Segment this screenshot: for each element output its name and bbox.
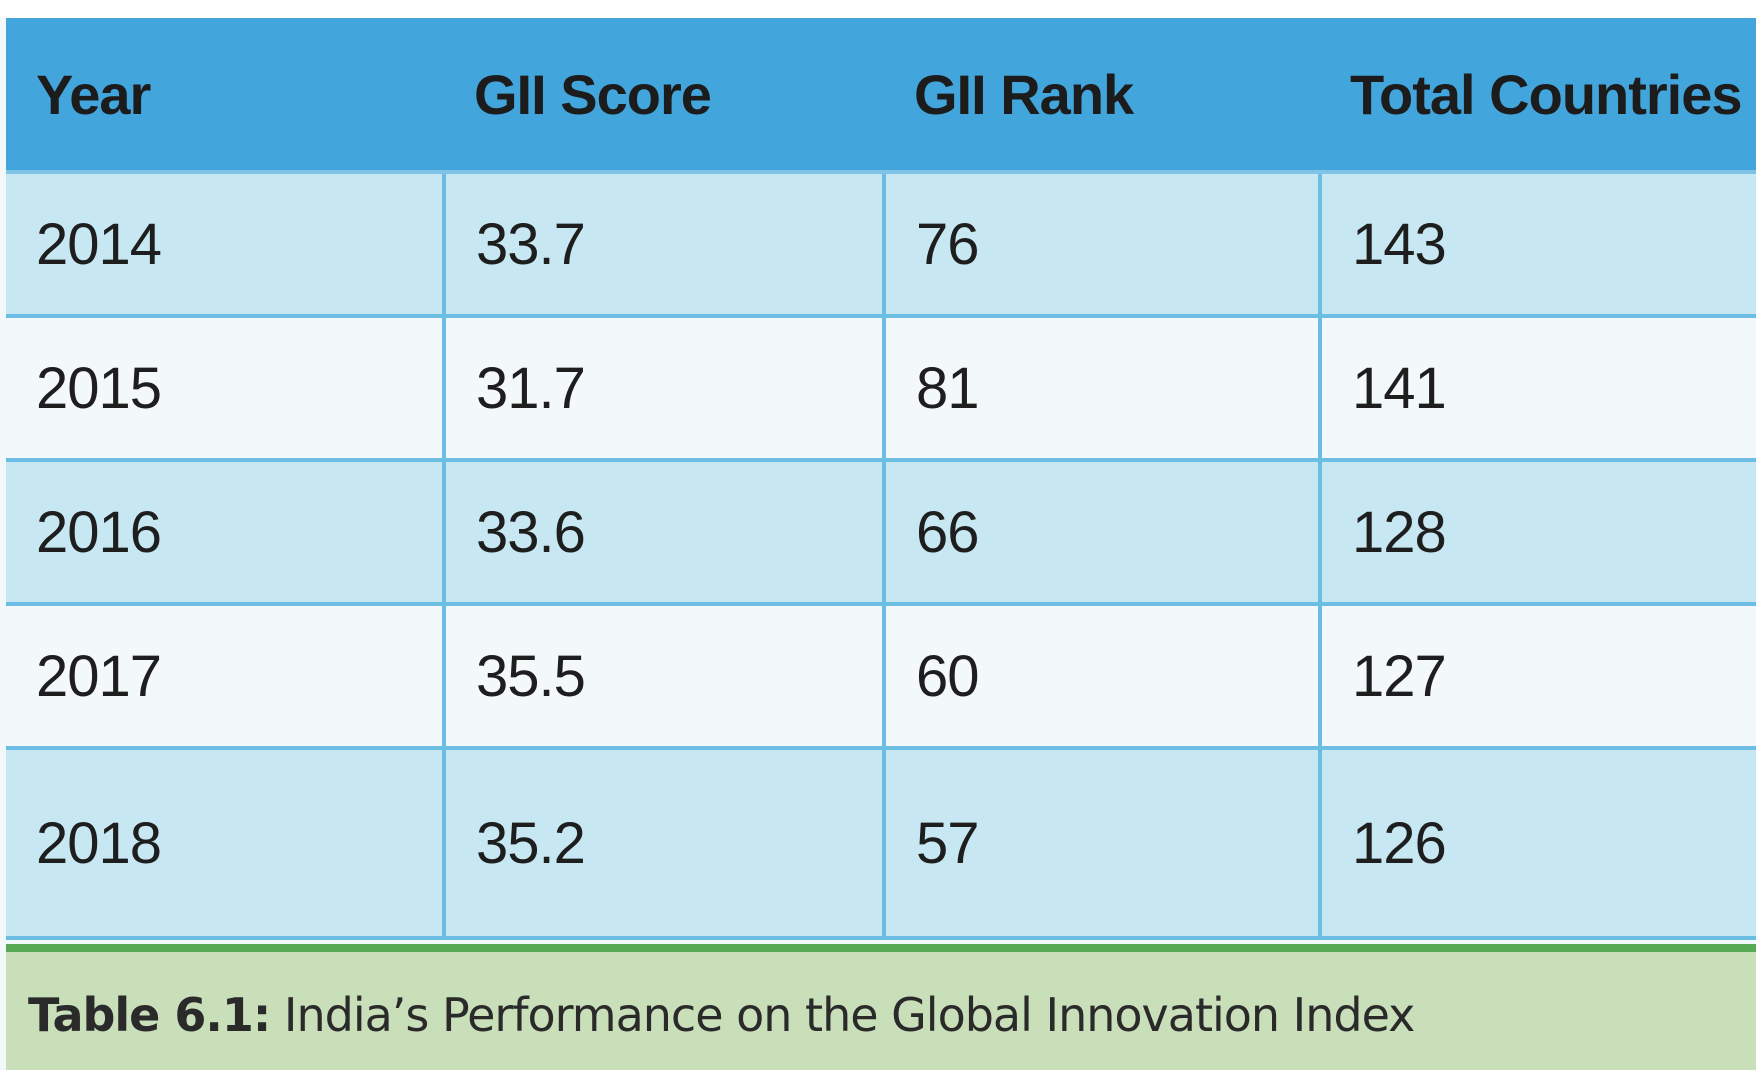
table-frame: Year GII Score GII Rank Total Countries …: [0, 18, 1756, 1070]
cell-gii-rank: 60: [882, 604, 1320, 750]
table-row: 2017 35.5 60 127: [6, 604, 1756, 750]
caption-text: India’s Performance on the Global Innova…: [270, 988, 1415, 1042]
cell-year: 2015: [6, 316, 444, 462]
cell-gii-rank: 76: [882, 172, 1320, 318]
cell-total-countries: 128: [1318, 460, 1756, 606]
cell-gii-score: 33.6: [442, 460, 884, 606]
column-header-gii-score: GII Score: [444, 18, 884, 174]
table-row: 2015 31.7 81 141: [6, 316, 1756, 462]
table-caption: Table 6.1: India’s Performance on the Gl…: [28, 988, 1415, 1042]
caption-band: Table 6.1: India’s Performance on the Gl…: [6, 944, 1756, 1070]
cell-gii-score: 33.7: [442, 172, 884, 318]
cell-total-countries: 141: [1318, 316, 1756, 462]
cell-year: 2014: [6, 172, 444, 318]
table-row: 2018 35.2 57 126: [6, 748, 1756, 940]
cell-year: 2018: [6, 748, 444, 940]
table-row: 2016 33.6 66 128: [6, 460, 1756, 606]
caption-label: Table 6.1:: [28, 988, 271, 1042]
cell-year: 2017: [6, 604, 444, 750]
cell-gii-score: 31.7: [442, 316, 884, 462]
column-header-gii-rank: GII Rank: [884, 18, 1320, 174]
header-row: Year GII Score GII Rank Total Countries: [6, 18, 1756, 174]
cell-gii-rank: 66: [882, 460, 1320, 606]
cell-gii-score: 35.5: [442, 604, 884, 750]
column-header-total-countries: Total Countries: [1320, 18, 1756, 174]
gii-table: Year GII Score GII Rank Total Countries …: [6, 18, 1756, 940]
column-header-year: Year: [6, 18, 444, 174]
cell-total-countries: 143: [1318, 172, 1756, 318]
cell-gii-rank: 57: [882, 748, 1320, 940]
cell-gii-rank: 81: [882, 316, 1320, 462]
cell-total-countries: 127: [1318, 604, 1756, 750]
cell-gii-score: 35.2: [442, 748, 884, 940]
cell-total-countries: 126: [1318, 748, 1756, 940]
table-row: 2014 33.7 76 143: [6, 172, 1756, 318]
cell-year: 2016: [6, 460, 444, 606]
